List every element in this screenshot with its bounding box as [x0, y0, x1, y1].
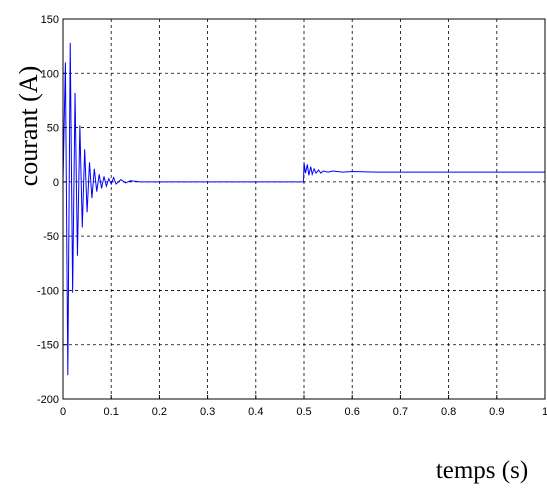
- y-tick-label: -100: [37, 285, 59, 297]
- x-tick-label: 0.2: [152, 406, 167, 418]
- y-tick-label: 50: [47, 123, 59, 135]
- x-tick-label: 0.8: [441, 406, 456, 418]
- x-tick-label: 0: [60, 406, 66, 418]
- x-tick-label: 0.9: [489, 406, 504, 418]
- x-tick-label: 0.1: [104, 406, 119, 418]
- x-tick-label: 0.5: [296, 406, 311, 418]
- x-tick-label: 0.7: [393, 406, 408, 418]
- plot-frame: [62, 18, 546, 400]
- y-axis-title: courant (A): [14, 66, 43, 187]
- x-tick-labels: 0 0.1 0.2 0.3 0.4 0.5 0.6 0.7 0.8 0.9 1: [60, 406, 547, 418]
- y-tick-labels: 150 100 50 0 -50 -100 -150 -200: [37, 14, 59, 406]
- y-tick-label: 100: [41, 68, 59, 80]
- series-line: [62, 42, 545, 376]
- y-tick-label: -200: [37, 394, 59, 406]
- plot-area: [63, 19, 545, 399]
- y-tick-label: -50: [43, 231, 59, 243]
- y-tick-label: 150: [41, 14, 59, 26]
- x-tick-label: 0.4: [248, 406, 263, 418]
- y-tick-label: -150: [37, 340, 59, 352]
- x-axis-title: temps (s): [436, 457, 528, 484]
- x-tick-label: 0.6: [345, 406, 360, 418]
- x-tick-label: 0.3: [200, 406, 215, 418]
- x-tick-label: 1: [542, 406, 547, 418]
- y-tick-label: 0: [53, 177, 59, 189]
